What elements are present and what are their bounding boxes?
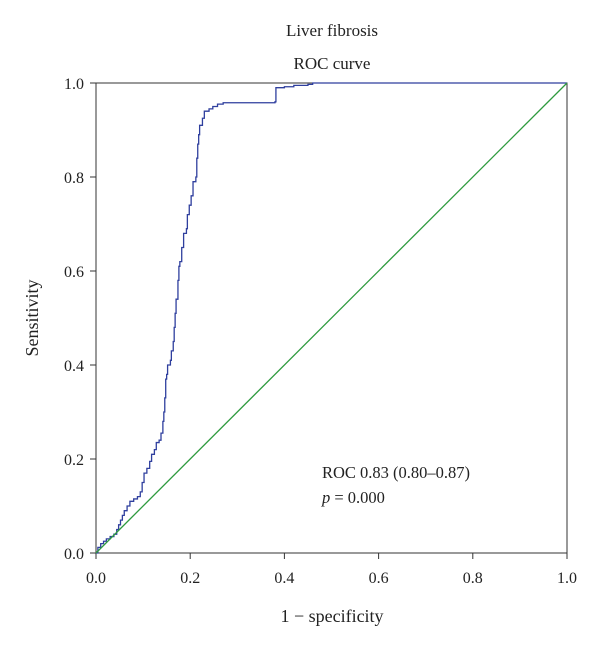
chart-title: Liver fibrosis (286, 21, 378, 40)
x-tick-label: 0.8 (463, 570, 483, 587)
y-tick-label: 0.4 (64, 358, 84, 375)
reference-diagonal-line (95, 82, 568, 554)
roc-curve-line (96, 82, 567, 554)
p-symbol: p (321, 488, 330, 507)
x-tick-label: 0.2 (180, 570, 200, 587)
y-tick-label: 1.0 (64, 76, 84, 93)
x-tick-label: 0.6 (369, 570, 389, 587)
y-axis: 0.0 0.2 0.4 0.6 0.8 1.0 (64, 76, 96, 563)
x-tick-label: 0.4 (274, 570, 294, 587)
auc-annotation: ROC 0.83 (0.80–0.87) (322, 463, 470, 482)
chart-subtitle: ROC curve (294, 54, 371, 73)
y-axis-title: Sensitivity (22, 279, 42, 356)
y-tick-label: 0.0 (64, 546, 84, 563)
x-axis-title: 1 − specificity (280, 606, 383, 626)
y-tick-label: 0.8 (64, 170, 84, 187)
series-layer (95, 82, 568, 554)
p-value: = 0.000 (330, 488, 385, 507)
x-tick-label: 1.0 (557, 570, 577, 587)
p-value-annotation: p = 0.000 (321, 488, 385, 507)
x-axis: 0.0 0.2 0.4 0.6 0.8 1.0 (86, 553, 577, 587)
y-tick-label: 0.6 (64, 264, 84, 281)
x-tick-label: 0.0 (86, 570, 106, 587)
y-tick-label: 0.2 (64, 452, 84, 469)
